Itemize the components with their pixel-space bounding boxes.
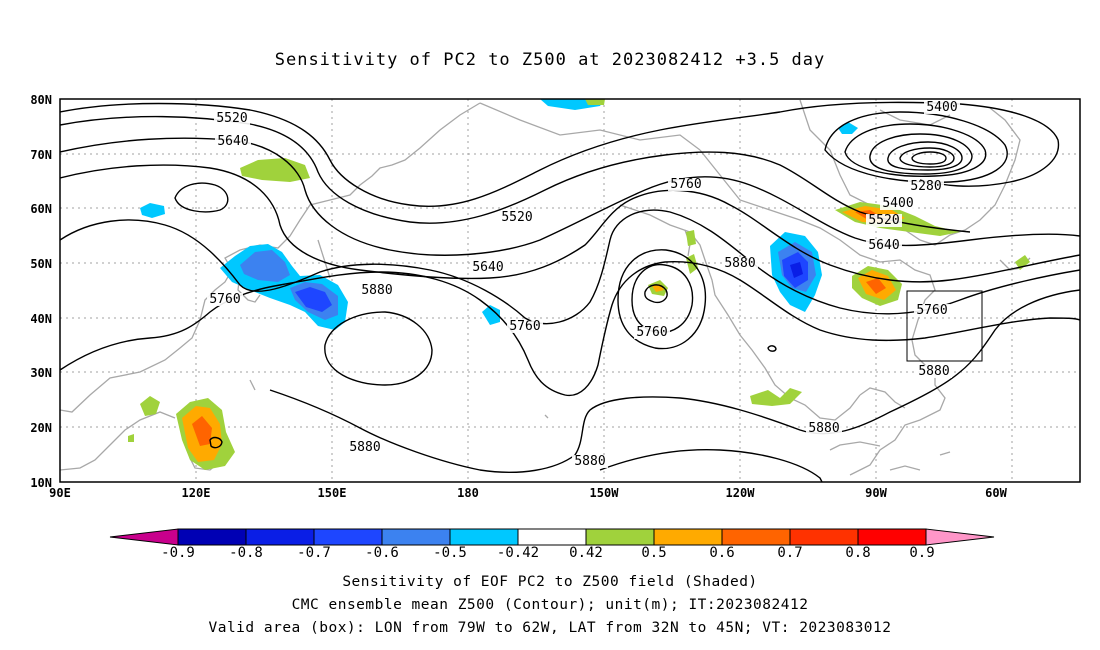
lon-label: 60W [985, 486, 1007, 500]
sensitivity-shading [128, 99, 1030, 470]
shade-patch [585, 99, 605, 105]
shade-patch [240, 158, 310, 182]
contour-label: 5880 [808, 421, 839, 436]
colorbar-swatch [721, 528, 791, 546]
footer-line-valid-area: Valid area (box): LON from 79W to 62W, L… [208, 620, 892, 636]
colorbar-label: -0.7 [297, 545, 331, 561]
colorbar-label: 0.42 [569, 545, 603, 561]
lat-label: 80N [30, 93, 52, 107]
colorbar-labels: -0.9 -0.8 -0.7 -0.6 -0.5 -0.42 0.42 0.5 … [161, 545, 935, 561]
contour-label: 5520 [501, 210, 532, 225]
colorbar-label: 0.9 [909, 545, 934, 561]
colorbar-swatch [177, 528, 247, 546]
contour-label: 5760 [670, 177, 701, 192]
contour-label: 5880 [574, 454, 605, 469]
contour-labels: 5520 5640 5520 5640 5760 5760 5880 5760 5760 5880… [207, 100, 960, 469]
contour-label: 5880 [918, 364, 949, 379]
contour-label: 5880 [349, 440, 380, 455]
contour-label: 5880 [361, 283, 392, 298]
lat-label: 60N [30, 202, 52, 216]
colorbar-swatch [449, 528, 519, 546]
contour-label: 5880 [724, 256, 755, 271]
shade-patch [838, 122, 858, 134]
shade-patch [686, 230, 696, 246]
lat-label: 70N [30, 148, 52, 162]
plot-frame [59, 98, 1081, 483]
colorbar-label: -0.42 [497, 545, 539, 561]
contour-label: 5640 [217, 134, 248, 149]
colorbar-label: 0.8 [845, 545, 870, 561]
lon-label: 90E [49, 486, 71, 500]
map-title: Sensitivity of PC2 to Z500 at 2023082412… [274, 50, 826, 70]
footer-line-contour: CMC ensemble mean Z500 (Contour); unit(m… [291, 597, 809, 613]
colorbar-label: 0.7 [777, 545, 802, 561]
contour-label: 5760 [509, 319, 540, 334]
shade-patch [790, 262, 803, 278]
contour-label: 5400 [926, 100, 957, 115]
contour-label: 5280 [910, 179, 941, 194]
shade-patch [140, 203, 165, 218]
longitude-labels: 90E 120E 150E 180 150W 120W 90W 60W [49, 486, 1007, 500]
colorbar-swatch [517, 528, 587, 546]
lon-label: 120W [726, 486, 756, 500]
colorbar-arrow-high [925, 528, 995, 546]
contour-label: 5400 [882, 196, 913, 211]
lon-label: 150E [318, 486, 347, 500]
colorbar-label: -0.9 [161, 545, 195, 561]
lat-label: 20N [30, 421, 52, 435]
colorbar-swatch [245, 528, 315, 546]
colorbar-label: 0.5 [641, 545, 666, 561]
shade-patch [866, 278, 886, 294]
colorbar [109, 528, 995, 546]
latitude-labels: 80N 70N 60N 50N 40N 30N 20N 10N [30, 93, 52, 490]
contour-label: 5520 [868, 213, 899, 228]
colorbar-swatch [585, 528, 655, 546]
lon-label: 90W [865, 486, 887, 500]
shade-patch [1015, 255, 1030, 270]
colorbar-swatch [313, 528, 383, 546]
contour-label: 5760 [636, 325, 667, 340]
shade-patch [240, 250, 290, 282]
z500-contours [60, 101, 1080, 482]
contour-label: 5640 [472, 260, 503, 275]
lat-label: 30N [30, 366, 52, 380]
shade-patch [750, 388, 802, 406]
colorbar-arrow-low [109, 528, 179, 546]
lat-label: 40N [30, 312, 52, 326]
colorbar-label: 0.6 [709, 545, 734, 561]
lon-label: 180 [457, 486, 479, 500]
shade-patch [295, 287, 332, 312]
contour-label: 5640 [868, 238, 899, 253]
contour-label: 5760 [209, 292, 240, 307]
colorbar-label: -0.8 [229, 545, 263, 561]
contour-label: 5760 [916, 303, 947, 318]
lat-label: 10N [30, 476, 52, 490]
lon-label: 120E [182, 486, 211, 500]
shade-patch [140, 396, 160, 416]
shade-patch [128, 434, 134, 442]
colorbar-swatch [653, 528, 723, 546]
valid-area-box [906, 290, 983, 362]
colorbar-swatch [857, 528, 927, 546]
colorbar-label: -0.6 [365, 545, 399, 561]
lat-label: 50N [30, 257, 52, 271]
contour-label: 5520 [216, 111, 247, 126]
shade-patch [192, 416, 212, 446]
colorbar-swatch [381, 528, 451, 546]
lon-label: 150W [590, 486, 620, 500]
shade-patch [482, 305, 500, 325]
colorbar-label: -0.5 [433, 545, 467, 561]
colorbar-swatch [789, 528, 859, 546]
footer-line-shaded: Sensitivity of EOF PC2 to Z500 field (Sh… [342, 574, 758, 590]
